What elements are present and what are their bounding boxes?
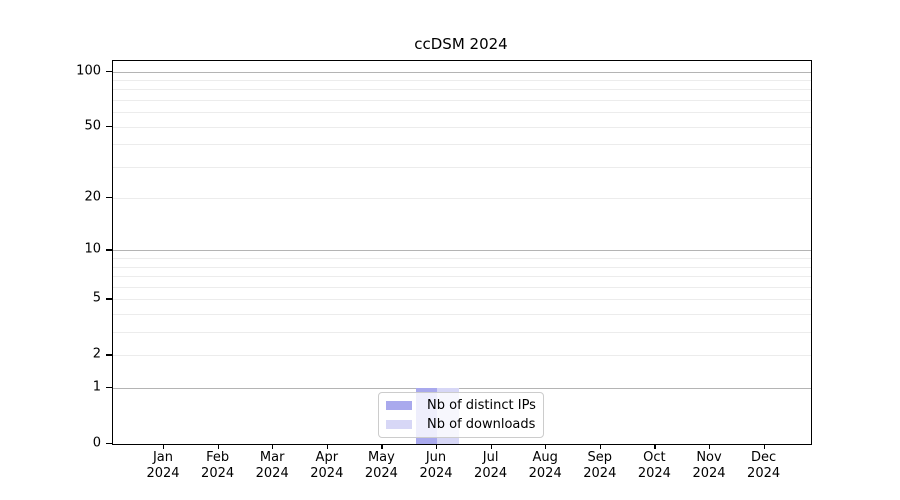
x-tick-label: Mar 2024 xyxy=(242,450,302,482)
x-tick-label: Dec 2024 xyxy=(734,450,794,482)
x-tick-mark xyxy=(599,444,601,449)
x-tick-year: 2024 xyxy=(201,466,235,481)
x-tick-year: 2024 xyxy=(419,466,453,481)
legend-label-downloads: Nb of downloads xyxy=(427,416,536,432)
x-tick-label: May 2024 xyxy=(351,450,411,482)
x-tick-mark xyxy=(326,444,328,449)
x-tick-month: Apr xyxy=(315,450,339,465)
y-gridline-minor xyxy=(113,299,811,301)
legend-label-distinct-ips: Nb of distinct IPs xyxy=(427,398,536,414)
x-tick-year: 2024 xyxy=(474,466,508,481)
legend-swatch-downloads xyxy=(386,419,412,429)
x-tick-month: Nov xyxy=(696,450,722,465)
x-tick-month: Aug xyxy=(532,450,558,465)
y-gridline-major xyxy=(113,250,811,252)
legend: Nb of distinct IPs Nb of downloads xyxy=(378,392,544,438)
x-tick-year: 2024 xyxy=(146,466,180,481)
y-tick-label: 20 xyxy=(84,189,101,205)
y-tick-mark xyxy=(106,249,112,251)
x-tick-year: 2024 xyxy=(364,466,398,481)
x-tick-mark xyxy=(763,444,765,449)
y-tick-mark xyxy=(106,387,112,389)
y-gridline-minor xyxy=(113,355,811,357)
x-tick-month: Jan xyxy=(152,450,174,465)
y-tick-label: 0 xyxy=(92,435,101,451)
x-tick-month: May xyxy=(367,450,395,465)
x-tick-mark xyxy=(163,444,165,449)
legend-item-distinct-ips: Nb of distinct IPs xyxy=(386,398,536,413)
x-tick-year: 2024 xyxy=(692,466,726,481)
y-gridline-minor xyxy=(113,144,811,146)
x-tick-mark xyxy=(381,444,383,449)
x-tick-label: Jul 2024 xyxy=(461,450,521,482)
y-gridline-minor xyxy=(113,126,811,128)
legend-item-downloads: Nb of downloads xyxy=(386,417,536,432)
y-tick-mark xyxy=(106,70,112,72)
y-tick-label: 1 xyxy=(92,379,101,395)
x-tick-mark xyxy=(545,444,547,449)
y-gridline-minor xyxy=(113,79,811,81)
x-tick-mark xyxy=(490,444,492,449)
x-tick-label: Apr 2024 xyxy=(297,450,357,482)
x-tick-label: Nov 2024 xyxy=(679,450,739,482)
y-gridline-minor xyxy=(113,258,811,260)
legend-swatch-distinct-ips xyxy=(386,401,412,411)
y-tick-mark xyxy=(106,197,112,199)
y-tick-mark xyxy=(106,125,112,127)
y-gridline-major xyxy=(113,71,811,73)
chart-title: ccDSM 2024 xyxy=(414,35,508,53)
x-tick-mark xyxy=(436,444,438,449)
y-tick-label: 10 xyxy=(84,241,101,257)
y-gridline-minor xyxy=(113,286,811,288)
x-tick-year: 2024 xyxy=(747,466,781,481)
y-gridline-minor xyxy=(113,112,811,114)
y-gridline-minor xyxy=(113,276,811,278)
y-gridline-minor xyxy=(113,89,811,91)
x-tick-label: Sep 2024 xyxy=(570,450,630,482)
x-tick-year: 2024 xyxy=(583,466,617,481)
x-tick-month: Jun xyxy=(425,450,447,465)
y-tick-mark xyxy=(106,354,112,356)
x-tick-mark xyxy=(217,444,219,449)
x-tick-label: Jun 2024 xyxy=(406,450,466,482)
x-tick-month: Feb xyxy=(206,450,230,465)
y-tick-label: 5 xyxy=(92,290,101,306)
y-gridline-minor xyxy=(113,266,811,268)
x-tick-label: Jan 2024 xyxy=(133,450,193,482)
x-tick-mark xyxy=(272,444,274,449)
x-tick-year: 2024 xyxy=(255,466,289,481)
x-tick-month: Mar xyxy=(259,450,285,465)
plot-area xyxy=(112,60,812,445)
x-tick-label: Feb 2024 xyxy=(188,450,248,482)
y-gridline-minor xyxy=(113,332,811,334)
x-tick-month: Oct xyxy=(643,450,666,465)
y-gridline-major xyxy=(113,388,811,390)
y-gridline-minor xyxy=(113,166,811,168)
x-tick-month: Jul xyxy=(482,450,499,465)
y-tick-label: 50 xyxy=(84,118,101,134)
y-tick-label: 100 xyxy=(76,63,101,78)
y-tick-label: 2 xyxy=(92,346,101,362)
y-gridline-minor xyxy=(113,314,811,316)
x-tick-year: 2024 xyxy=(637,466,671,481)
y-gridline-minor xyxy=(113,198,811,200)
y-tick-mark xyxy=(106,443,112,445)
x-tick-label: Oct 2024 xyxy=(624,450,684,482)
y-tick-mark xyxy=(106,298,112,300)
x-tick-year: 2024 xyxy=(528,466,562,481)
x-tick-month: Sep xyxy=(587,450,613,465)
y-gridline-minor xyxy=(113,99,811,101)
x-tick-month: Dec xyxy=(751,450,777,465)
x-tick-label: Aug 2024 xyxy=(515,450,575,482)
x-tick-mark xyxy=(709,444,711,449)
x-tick-mark xyxy=(654,444,656,449)
x-tick-year: 2024 xyxy=(310,466,344,481)
